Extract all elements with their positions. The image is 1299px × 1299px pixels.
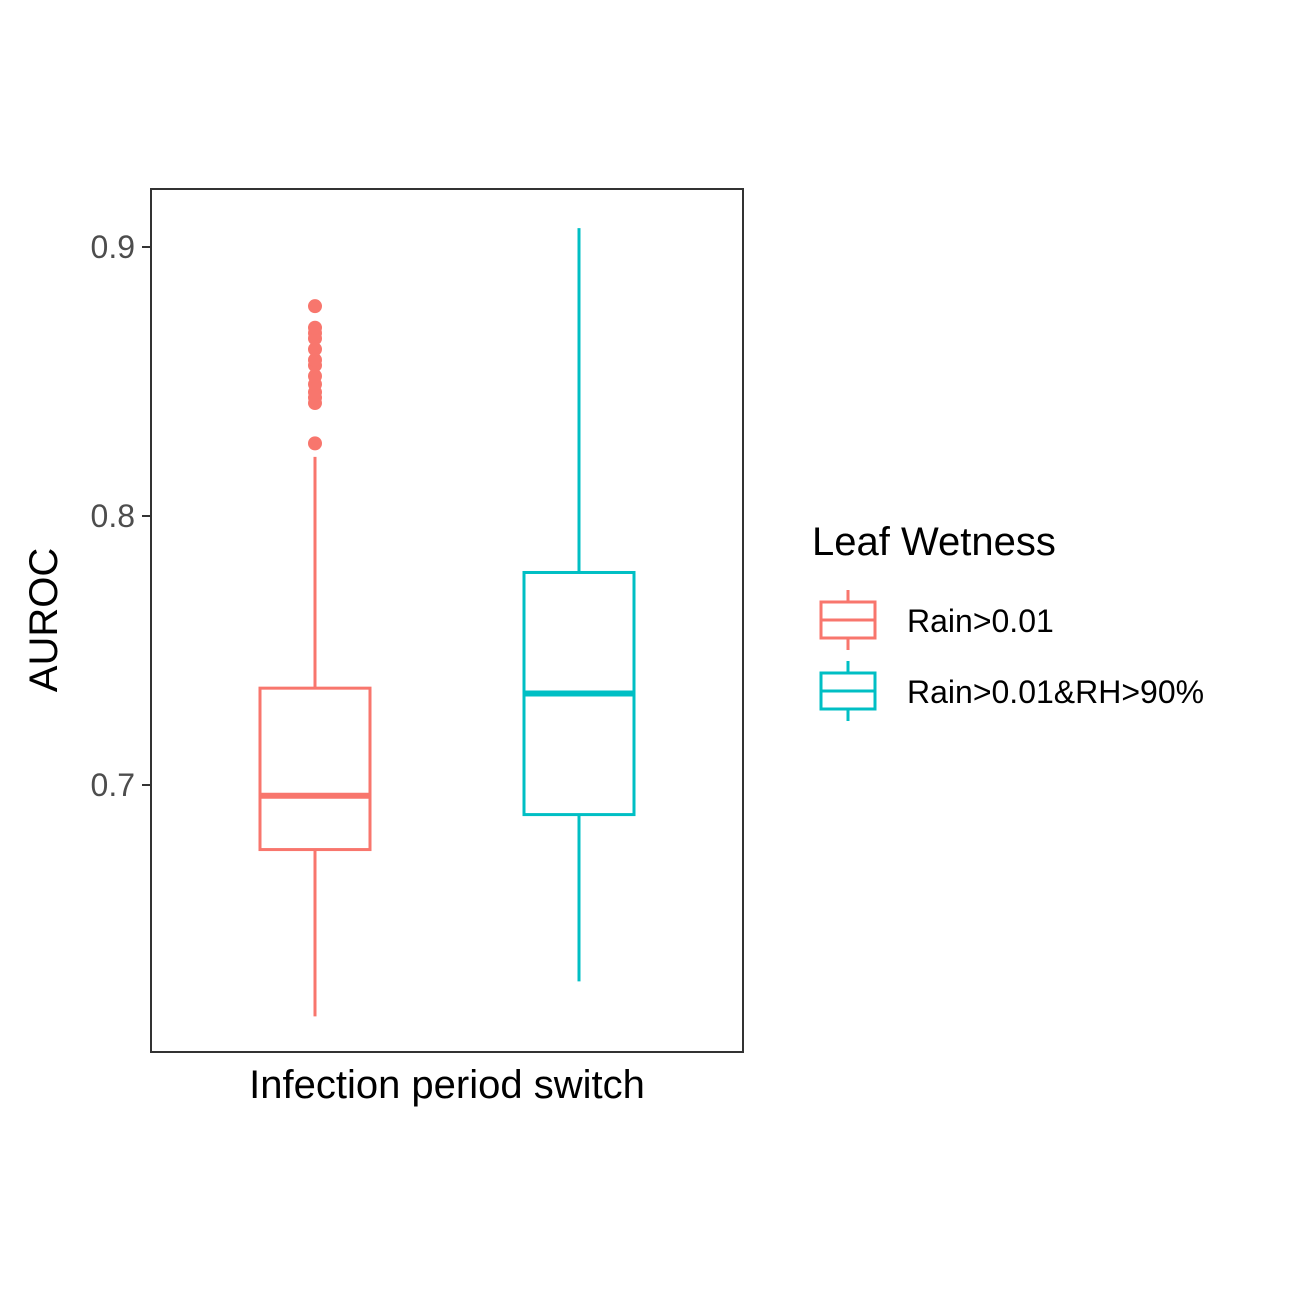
y-axis: 0.7 0.8 0.9 (91, 229, 151, 803)
legend-label: Rain>0.01&RH>90% (907, 674, 1204, 710)
boxplot-2 (522, 228, 636, 982)
legend-title: Leaf Wetness (812, 520, 1056, 564)
plot-panel (150, 188, 744, 1053)
boxplot-1 (258, 299, 372, 1017)
y-tick-label: 0.7 (91, 767, 135, 803)
outlier-point (308, 299, 322, 314)
outlier-point (308, 369, 322, 384)
legend-key (819, 661, 877, 721)
legend: Leaf Wetness Rain>0.01 Rain>0.01&RH>90% (812, 520, 1204, 721)
outlier-point (308, 352, 322, 367)
y-tick-label: 0.8 (91, 498, 135, 534)
outlier-point (308, 320, 322, 335)
legend-item-1: Rain>0.01 (819, 590, 1054, 650)
outlier-point (308, 436, 322, 451)
x-axis-title: Infection period switch (249, 1063, 645, 1107)
legend-item-2: Rain>0.01&RH>90% (819, 661, 1204, 721)
y-tick-label: 0.9 (91, 229, 135, 265)
boxplots (258, 228, 636, 1017)
box (258, 686, 372, 852)
y-axis-title: AUROC (22, 548, 66, 692)
legend-label: Rain>0.01 (907, 603, 1054, 639)
outlier-point (308, 342, 322, 357)
legend-key (819, 590, 877, 650)
